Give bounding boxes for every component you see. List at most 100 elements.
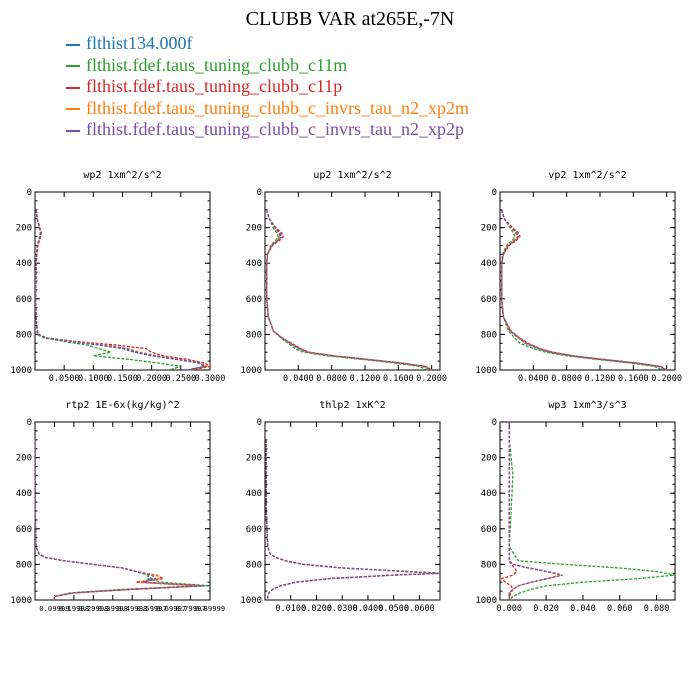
x-tick-label: 0.060 — [607, 604, 633, 614]
legend-item: flthist.fdef.taus_tuning_clubb_c11m — [66, 55, 469, 77]
series-line — [266, 209, 432, 371]
x-tick-label: 0.09999 — [39, 604, 69, 613]
y-tick-label: 0 — [27, 418, 32, 428]
x-tick-label: 0.49998 — [117, 604, 147, 613]
y-tick-label: 1000 — [475, 596, 497, 606]
x-tick-label: 0.080 — [644, 604, 670, 614]
x-tick-label: 0.1000 — [78, 374, 109, 384]
y-tick-label: 200 — [16, 224, 32, 234]
y-tick-label: 200 — [16, 454, 32, 464]
y-tick-label: 200 — [246, 224, 262, 234]
x-tick-label: 0.000 — [496, 604, 522, 614]
y-tick-label: 1000 — [10, 366, 32, 376]
series-line — [34, 209, 208, 371]
chart-panel: wp2 1xm^2/s^2 0 200 400 600 800 1000 0.05000.10… — [10, 170, 225, 384]
x-tick-label: 0.2000 — [651, 374, 682, 384]
series-line — [266, 209, 433, 371]
series-line — [266, 209, 428, 371]
chart-panel: vp2 1xm^2/s^2 0 200 400 600 800 1000 0.0400 0.08… — [475, 170, 682, 384]
y-tick-label: 800 — [16, 560, 32, 570]
series-line — [265, 439, 441, 600]
y-tick-label: 200 — [481, 224, 497, 234]
x-tick-label: 0.0800 — [551, 374, 582, 384]
x-tick-label: 0.0400 — [283, 374, 314, 384]
plot-frame — [34, 421, 211, 601]
chart-panel: rtp2 1E-6x(kg/kg)^2 0 200 400 600 800 1000 0.09… — [10, 400, 225, 613]
y-tick-label: 400 — [246, 259, 262, 269]
x-tick-label: 0.0400 — [518, 374, 549, 384]
y-tick-label: 400 — [16, 259, 32, 269]
x-tick-label: 0.59997 — [137, 604, 167, 613]
panel-title: thlp2 1xK^2 — [319, 400, 385, 411]
y-tick-label: 0 — [257, 418, 262, 428]
y-tick-label: 400 — [481, 259, 497, 269]
x-tick-label: 0.0400 — [353, 604, 384, 614]
legend-item: flthist.fdef.taus_tuning_clubb_c11p — [66, 76, 469, 98]
panel-title: wp2 1xm^2/s^2 — [83, 170, 161, 181]
panel-title: up2 1xm^2/s^2 — [313, 170, 391, 181]
series-line — [34, 209, 209, 371]
legend-label: flthist134.000f — [86, 33, 193, 53]
legend-item: flthist134.000f — [66, 33, 469, 55]
y-tick-label: 800 — [246, 330, 262, 340]
x-tick-label: 0.1600 — [618, 374, 649, 384]
legend-swatch — [66, 43, 80, 46]
series-line — [500, 422, 518, 600]
x-tick-label: 0.0800 — [316, 374, 347, 384]
y-tick-label: 1000 — [240, 366, 262, 376]
legend-swatch — [66, 108, 80, 111]
legend-item: flthist.fdef.taus_tuning_clubb_c_invrs_t… — [66, 119, 469, 141]
figure-title: CLUBB VAR at265E,-7N — [245, 8, 455, 30]
x-tick-label: 0.3000 — [195, 374, 226, 384]
y-tick-label: 600 — [16, 525, 32, 535]
plot-frame — [499, 421, 676, 601]
y-tick-label: 600 — [246, 295, 262, 305]
y-tick-label: 400 — [246, 489, 262, 499]
plot-frame — [264, 421, 441, 601]
series-line — [265, 439, 441, 600]
series-line — [34, 209, 181, 371]
series-line — [34, 439, 203, 600]
series-line — [501, 209, 663, 371]
y-tick-label: 0 — [257, 188, 262, 198]
series-line — [34, 439, 199, 600]
y-tick-label: 800 — [16, 330, 32, 340]
x-tick-label: 0.0100 — [275, 604, 306, 614]
y-tick-label: 0 — [492, 418, 497, 428]
x-tick-label: 0.29998 — [78, 604, 108, 613]
legend-swatch — [66, 86, 80, 89]
series-line — [266, 209, 433, 371]
y-tick-label: 1000 — [240, 596, 262, 606]
x-tick-label: 0.0500 — [49, 374, 80, 384]
x-tick-label: 0.0200 — [301, 604, 332, 614]
y-tick-label: 600 — [481, 525, 497, 535]
panel-title: vp2 1xm^2/s^2 — [548, 170, 626, 181]
x-tick-label: 0.0600 — [404, 604, 435, 614]
series-line — [508, 422, 676, 601]
x-tick-label: 0.1500 — [107, 374, 138, 384]
x-tick-label: 0.0500 — [378, 604, 409, 614]
y-tick-label: 800 — [481, 560, 497, 570]
series-line — [501, 209, 668, 371]
x-tick-label: 0.2000 — [416, 374, 447, 384]
x-tick-label: 0.39998 — [98, 604, 128, 613]
legend-swatch — [66, 65, 80, 68]
x-tick-label: 0.2000 — [136, 374, 167, 384]
y-tick-label: 1000 — [475, 366, 497, 376]
y-tick-label: 400 — [16, 489, 32, 499]
y-tick-label: 400 — [481, 489, 497, 499]
legend-label: flthist.fdef.taus_tuning_clubb_c_invrs_t… — [86, 97, 469, 118]
y-tick-label: 200 — [481, 454, 497, 464]
x-tick-label: 0.040 — [570, 604, 596, 614]
x-tick-label: 0.020 — [533, 604, 559, 614]
y-tick-label: 600 — [481, 295, 497, 305]
series-line — [34, 439, 211, 600]
x-tick-label: 0.2500 — [165, 374, 196, 384]
chart-panel: up2 1xm^2/s^2 0 200 400 600 800 1000 0.0400 0.08… — [240, 170, 447, 384]
y-tick-label: 800 — [246, 560, 262, 570]
legend-swatch — [66, 129, 80, 132]
series-line — [266, 209, 432, 371]
legend-label: flthist.fdef.taus_tuning_clubb_c11p — [86, 76, 343, 96]
x-tick-label: 0.69997 — [156, 604, 186, 613]
